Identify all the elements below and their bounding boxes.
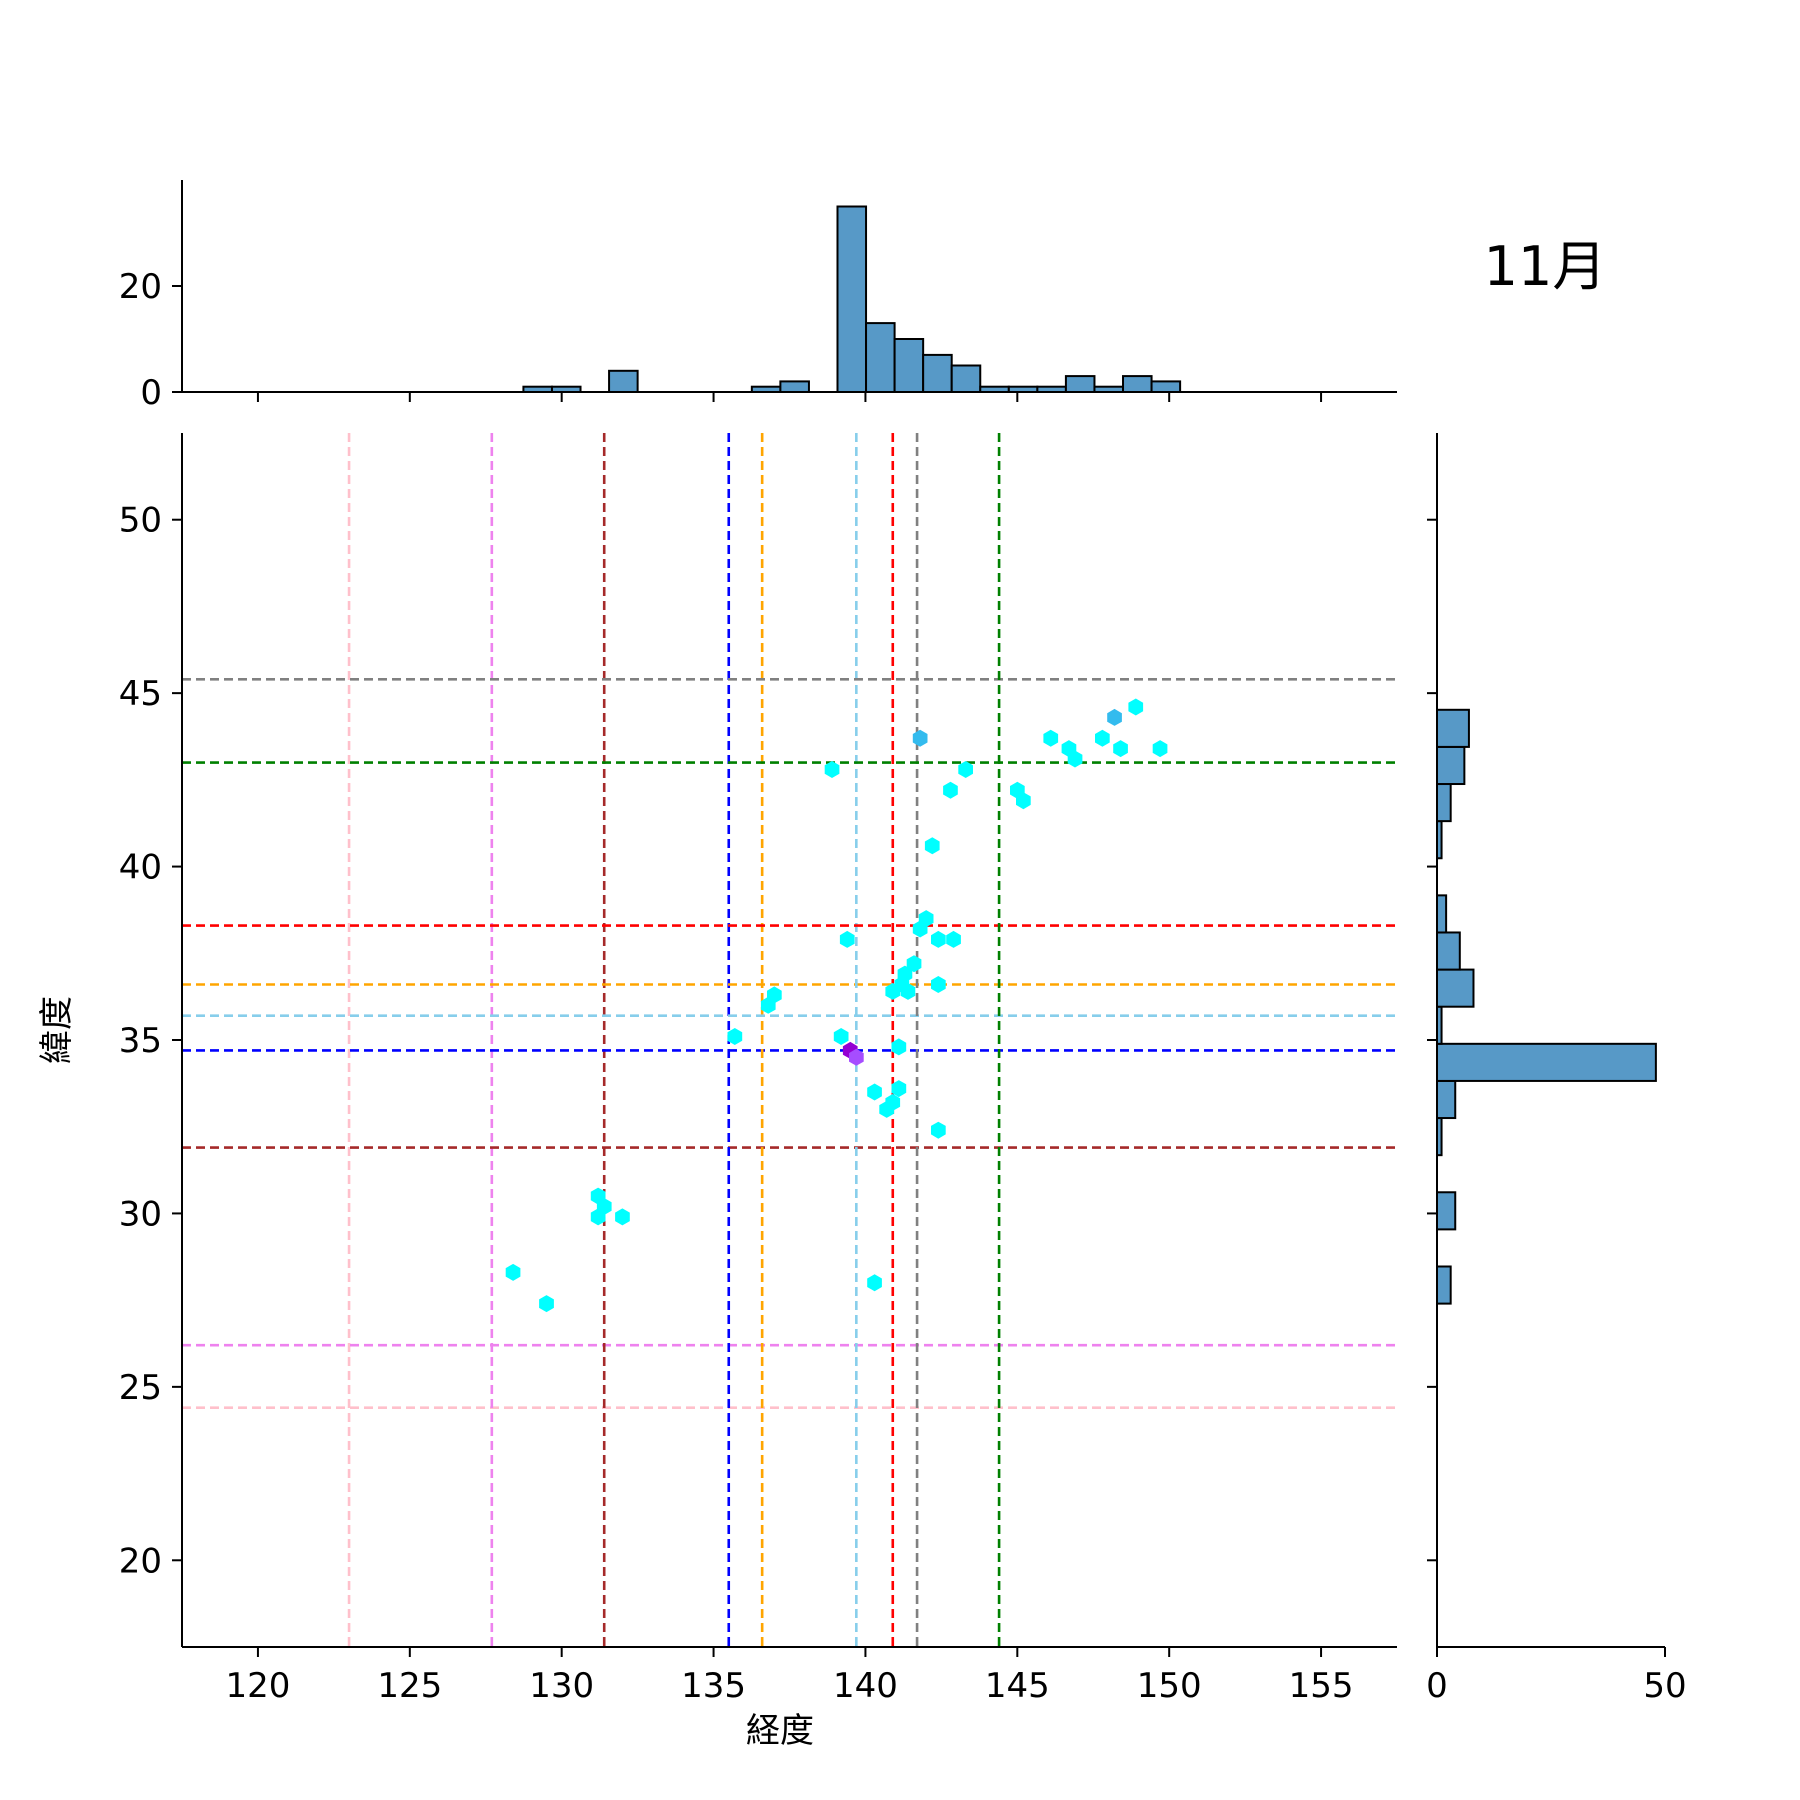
y-tick-label: 20 xyxy=(119,1541,162,1581)
top-histogram-bar xyxy=(950,364,982,393)
y-tick-label: 50 xyxy=(119,501,162,541)
top-histogram-bar xyxy=(836,205,868,393)
x-tick-label: 125 xyxy=(377,1666,442,1706)
scatter-point xyxy=(891,1080,907,1098)
right-histogram-bar xyxy=(1436,708,1470,748)
scatter-point xyxy=(924,837,940,855)
top-histogram-bar xyxy=(608,369,639,393)
scatter-point xyxy=(1113,740,1128,758)
right-histogram-bar xyxy=(1436,1265,1452,1305)
scatter-point xyxy=(833,1028,849,1045)
scatter-point xyxy=(824,761,840,778)
scatter-point xyxy=(912,729,928,747)
y-tick-label: 35 xyxy=(119,1021,162,1061)
scatter-point xyxy=(931,976,946,993)
reference-lines xyxy=(182,433,1397,1647)
chart-title: 11月 xyxy=(1484,235,1607,298)
scatter-point xyxy=(1067,750,1083,768)
scatter-point xyxy=(1107,708,1122,726)
scatter-point xyxy=(1152,740,1168,758)
right-histogram-bar xyxy=(1436,1191,1457,1231)
top-histogram-bars xyxy=(522,205,1182,394)
top-histogram-bar xyxy=(893,338,925,393)
x-tick-label: 155 xyxy=(1289,1666,1354,1706)
top-histogram-bar xyxy=(865,322,896,394)
top-histogram-bar xyxy=(779,380,810,393)
scatter-point xyxy=(906,955,922,973)
scatter-point xyxy=(505,1263,521,1281)
scatter-point xyxy=(539,1295,554,1313)
scatter-point xyxy=(727,1028,743,1045)
scatter-point xyxy=(1128,698,1144,716)
tick-labels: 120 125 130 135 140 145 150 155 20 25 30 35 40 45 50 0 2… xyxy=(119,267,1687,1706)
top-hist-y-tick-label: 0 xyxy=(140,373,162,413)
top-histogram-bar xyxy=(1122,375,1153,394)
scatter-points xyxy=(505,698,1168,1313)
scatter-point xyxy=(897,965,913,983)
scatter-point xyxy=(931,930,946,948)
right-histogram-bar xyxy=(1436,894,1448,934)
top-histogram-bar xyxy=(1150,380,1182,393)
right-histogram-bar xyxy=(1436,1042,1657,1082)
right-histogram-bars xyxy=(1436,708,1657,1305)
y-tick-label: 40 xyxy=(119,848,162,888)
scatter-point xyxy=(867,1274,882,1292)
scatter-point xyxy=(767,986,782,1004)
right-histogram-bar xyxy=(1436,1079,1457,1120)
scatter-point xyxy=(615,1208,630,1226)
axes xyxy=(172,180,1666,1657)
y-tick-label: 30 xyxy=(119,1194,162,1234)
x-tick-label: 150 xyxy=(1137,1666,1202,1706)
right-histogram-bar xyxy=(1436,931,1461,971)
scatter-point xyxy=(958,761,973,778)
top-hist-y-tick-label: 20 xyxy=(119,267,162,307)
scatter-point xyxy=(943,781,958,799)
right-hist-x-tick-label: 50 xyxy=(1643,1666,1686,1706)
x-tick-label: 140 xyxy=(833,1666,898,1706)
x-tick-label: 130 xyxy=(529,1666,594,1706)
scatter-point xyxy=(849,1048,864,1066)
scatter-point xyxy=(891,1038,907,1056)
right-hist-x-tick-label: 0 xyxy=(1426,1666,1448,1706)
y-tick-label: 25 xyxy=(119,1368,162,1408)
scatter-point xyxy=(1016,792,1031,810)
right-histogram-bar xyxy=(1436,783,1452,823)
scatter-point xyxy=(885,1093,901,1111)
scatter-point xyxy=(1043,729,1059,747)
scatter-point xyxy=(900,982,916,1000)
y-tick-label: 45 xyxy=(119,674,162,714)
x-tick-label: 145 xyxy=(985,1666,1050,1706)
scatter-point xyxy=(918,910,934,928)
x-tick-label: 120 xyxy=(225,1666,290,1706)
scatter-point xyxy=(596,1198,612,1215)
top-histogram-bar xyxy=(922,353,953,393)
scatter-point xyxy=(946,930,961,948)
scatter-point xyxy=(839,930,855,948)
x-tick-label: 135 xyxy=(681,1666,746,1706)
scatter-point xyxy=(867,1083,882,1101)
right-histogram-bar xyxy=(1436,745,1466,786)
right-histogram-bar xyxy=(1436,968,1475,1008)
scatter-point xyxy=(1095,729,1110,747)
scatter-point xyxy=(931,1121,946,1139)
y-axis-label: 緯度 xyxy=(37,996,77,1064)
top-histogram-bar xyxy=(1064,375,1096,394)
x-axis-label: 経度 xyxy=(746,1711,814,1751)
